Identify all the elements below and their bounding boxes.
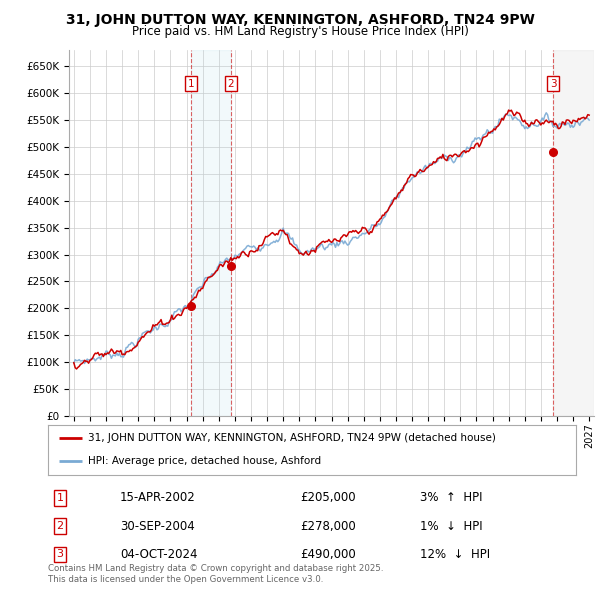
Text: Price paid vs. HM Land Registry's House Price Index (HPI): Price paid vs. HM Land Registry's House … bbox=[131, 25, 469, 38]
Text: 3%  ↑  HPI: 3% ↑ HPI bbox=[420, 491, 482, 504]
Bar bbox=[191, 50, 231, 416]
Text: 3: 3 bbox=[56, 549, 64, 559]
Text: Contains HM Land Registry data © Crown copyright and database right 2025.: Contains HM Land Registry data © Crown c… bbox=[48, 564, 383, 573]
Bar bbox=[553, 50, 594, 416]
Bar bbox=[553, 50, 594, 416]
Text: 12%  ↓  HPI: 12% ↓ HPI bbox=[420, 548, 490, 561]
Text: 3: 3 bbox=[550, 78, 556, 88]
Text: 30-SEP-2004: 30-SEP-2004 bbox=[120, 520, 195, 533]
Text: 31, JOHN DUTTON WAY, KENNINGTON, ASHFORD, TN24 9PW: 31, JOHN DUTTON WAY, KENNINGTON, ASHFORD… bbox=[65, 13, 535, 27]
Text: 15-APR-2002: 15-APR-2002 bbox=[120, 491, 196, 504]
Text: 31, JOHN DUTTON WAY, KENNINGTON, ASHFORD, TN24 9PW (detached house): 31, JOHN DUTTON WAY, KENNINGTON, ASHFORD… bbox=[88, 433, 496, 443]
Text: HPI: Average price, detached house, Ashford: HPI: Average price, detached house, Ashf… bbox=[88, 457, 321, 467]
Text: 1: 1 bbox=[56, 493, 64, 503]
Text: 2: 2 bbox=[56, 521, 64, 531]
Text: £278,000: £278,000 bbox=[300, 520, 356, 533]
Text: 04-OCT-2024: 04-OCT-2024 bbox=[120, 548, 197, 561]
Text: 1: 1 bbox=[188, 78, 194, 88]
Text: £205,000: £205,000 bbox=[300, 491, 356, 504]
Text: This data is licensed under the Open Government Licence v3.0.: This data is licensed under the Open Gov… bbox=[48, 575, 323, 584]
Text: £490,000: £490,000 bbox=[300, 548, 356, 561]
Text: 1%  ↓  HPI: 1% ↓ HPI bbox=[420, 520, 482, 533]
Text: 2: 2 bbox=[227, 78, 234, 88]
